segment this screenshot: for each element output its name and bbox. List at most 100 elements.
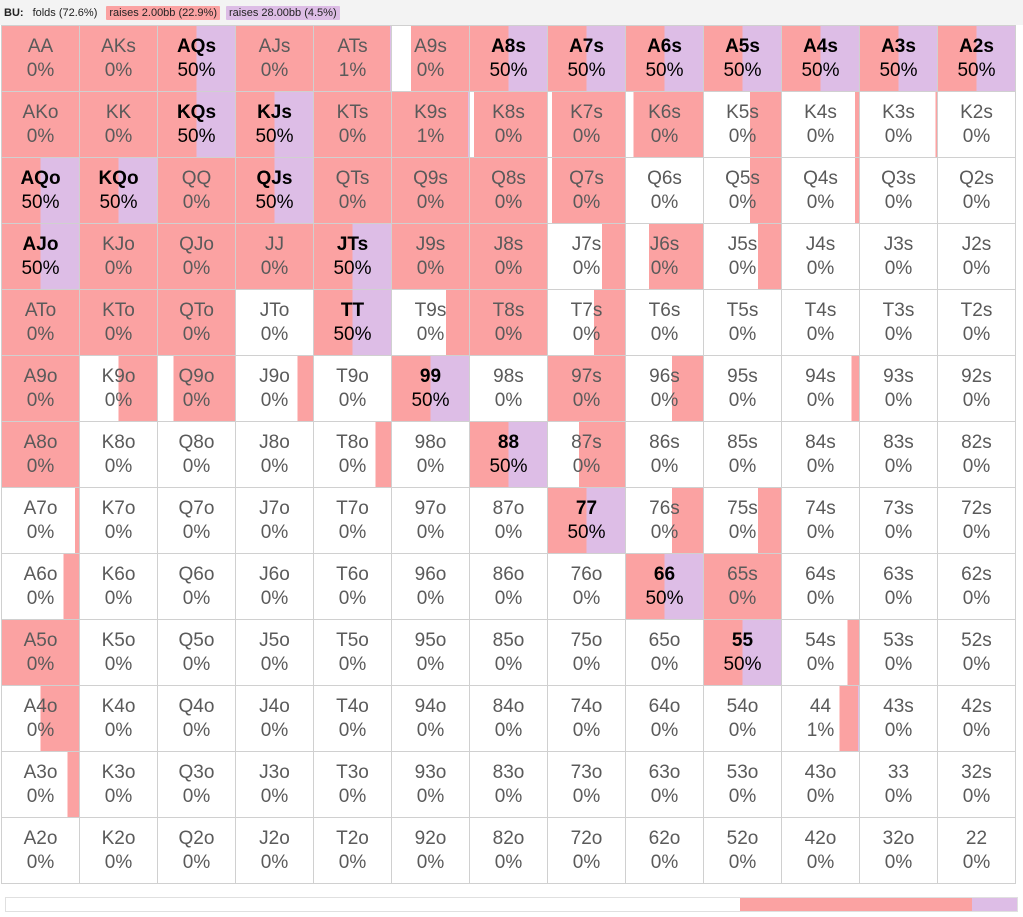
range-cell[interactable]: 74o 0% [548, 686, 626, 752]
range-cell[interactable]: AKo 0% [2, 92, 80, 158]
range-cell[interactable]: T8o 0% [314, 422, 392, 488]
range-cell[interactable]: J3o 0% [236, 752, 314, 818]
legend-folds[interactable]: folds (72.6%) [32, 6, 98, 19]
range-cell[interactable]: 66 50% [626, 554, 704, 620]
range-cell[interactable]: 33 0% [860, 752, 938, 818]
range-cell[interactable]: 88 50% [470, 422, 548, 488]
range-cell[interactable]: K5o 0% [80, 620, 158, 686]
range-cell[interactable]: K2s 0% [938, 92, 1016, 158]
range-cell[interactable]: 73o 0% [548, 752, 626, 818]
range-cell[interactable]: A9o 0% [2, 356, 80, 422]
range-cell[interactable]: A9s 0% [392, 26, 470, 92]
range-cell[interactable]: A4o 0% [2, 686, 80, 752]
range-cell[interactable]: KTs 0% [314, 92, 392, 158]
range-cell[interactable]: 75o 0% [548, 620, 626, 686]
range-cell[interactable]: Q9o 0% [158, 356, 236, 422]
range-cell[interactable]: 75s 0% [704, 488, 782, 554]
range-cell[interactable]: Q5s 0% [704, 158, 782, 224]
range-cell[interactable]: 86o 0% [470, 554, 548, 620]
range-cell[interactable]: A6o 0% [2, 554, 80, 620]
range-cell[interactable]: A2s 50% [938, 26, 1016, 92]
range-cell[interactable]: T5s 0% [704, 290, 782, 356]
range-cell[interactable]: K6o 0% [80, 554, 158, 620]
range-cell[interactable]: A7o 0% [2, 488, 80, 554]
range-cell[interactable]: 92o 0% [392, 818, 470, 884]
range-cell[interactable]: K8s 0% [470, 92, 548, 158]
range-cell[interactable]: T4o 0% [314, 686, 392, 752]
range-cell[interactable]: AKs 0% [80, 26, 158, 92]
range-cell[interactable]: Q5o 0% [158, 620, 236, 686]
range-cell[interactable]: T9s 0% [392, 290, 470, 356]
range-cell[interactable]: QJo 0% [158, 224, 236, 290]
range-cell[interactable]: T4s 0% [782, 290, 860, 356]
range-cell[interactable]: 97s 0% [548, 356, 626, 422]
range-cell[interactable]: Q2s 0% [938, 158, 1016, 224]
range-cell[interactable]: A5s 50% [704, 26, 782, 92]
range-cell[interactable]: T3s 0% [860, 290, 938, 356]
range-cell[interactable]: 93o 0% [392, 752, 470, 818]
range-cell[interactable]: A6s 50% [626, 26, 704, 92]
range-cell[interactable]: AJo 50% [2, 224, 80, 290]
range-cell[interactable]: J7s 0% [548, 224, 626, 290]
range-cell[interactable]: J6s 0% [626, 224, 704, 290]
range-cell[interactable]: K8o 0% [80, 422, 158, 488]
range-cell[interactable]: T2s 0% [938, 290, 1016, 356]
range-cell[interactable]: Q7o 0% [158, 488, 236, 554]
range-cell[interactable]: A3o 0% [2, 752, 80, 818]
range-cell[interactable]: 64o 0% [626, 686, 704, 752]
range-cell[interactable]: JTo 0% [236, 290, 314, 356]
range-cell[interactable]: 92s 0% [938, 356, 1016, 422]
range-cell[interactable]: 32s 0% [938, 752, 1016, 818]
range-cell[interactable]: 83o 0% [470, 752, 548, 818]
range-cell[interactable]: Q2o 0% [158, 818, 236, 884]
range-cell[interactable]: 65o 0% [626, 620, 704, 686]
range-cell[interactable]: K6s 0% [626, 92, 704, 158]
range-cell[interactable]: Q3s 0% [860, 158, 938, 224]
range-cell[interactable]: QJs 50% [236, 158, 314, 224]
range-cell[interactable]: 84o 0% [470, 686, 548, 752]
range-cell[interactable]: 94s 0% [782, 356, 860, 422]
range-cell[interactable]: 62o 0% [626, 818, 704, 884]
range-cell[interactable]: AQs 50% [158, 26, 236, 92]
range-cell[interactable]: K9o 0% [80, 356, 158, 422]
range-cell[interactable]: Q6o 0% [158, 554, 236, 620]
range-cell[interactable]: K3o 0% [80, 752, 158, 818]
range-cell[interactable]: 86s 0% [626, 422, 704, 488]
range-cell[interactable]: T9o 0% [314, 356, 392, 422]
range-cell[interactable]: K2o 0% [80, 818, 158, 884]
range-cell[interactable]: A3s 50% [860, 26, 938, 92]
range-cell[interactable]: 65s 0% [704, 554, 782, 620]
range-cell[interactable]: T7s 0% [548, 290, 626, 356]
range-cell[interactable]: A8s 50% [470, 26, 548, 92]
range-cell[interactable]: Q3o 0% [158, 752, 236, 818]
range-cell[interactable]: Q4s 0% [782, 158, 860, 224]
range-cell[interactable]: 76o 0% [548, 554, 626, 620]
range-cell[interactable]: 77 50% [548, 488, 626, 554]
range-cell[interactable]: KJs 50% [236, 92, 314, 158]
range-cell[interactable]: Q9s 0% [392, 158, 470, 224]
range-cell[interactable]: 43o 0% [782, 752, 860, 818]
range-cell[interactable]: QQ 0% [158, 158, 236, 224]
range-cell[interactable]: 22 0% [938, 818, 1016, 884]
range-cell[interactable]: J9o 0% [236, 356, 314, 422]
range-cell[interactable]: 94o 0% [392, 686, 470, 752]
range-cell[interactable]: J5s 0% [704, 224, 782, 290]
range-cell[interactable]: 76s 0% [626, 488, 704, 554]
range-cell[interactable]: Q4o 0% [158, 686, 236, 752]
range-cell[interactable]: J7o 0% [236, 488, 314, 554]
range-cell[interactable]: 62s 0% [938, 554, 1016, 620]
range-cell[interactable]: T5o 0% [314, 620, 392, 686]
range-cell[interactable]: 54s 0% [782, 620, 860, 686]
range-cell[interactable]: J5o 0% [236, 620, 314, 686]
range-cell[interactable]: K3s 0% [860, 92, 938, 158]
range-cell[interactable]: KK 0% [80, 92, 158, 158]
range-cell[interactable]: 99 50% [392, 356, 470, 422]
range-cell[interactable]: 87o 0% [470, 488, 548, 554]
range-cell[interactable]: J4s 0% [782, 224, 860, 290]
range-cell[interactable]: K9s 1% [392, 92, 470, 158]
range-cell[interactable]: 74s 0% [782, 488, 860, 554]
range-cell[interactable]: AQo 50% [2, 158, 80, 224]
range-cell[interactable]: 98s 0% [470, 356, 548, 422]
range-cell[interactable]: A2o 0% [2, 818, 80, 884]
range-cell[interactable]: Q8s 0% [470, 158, 548, 224]
